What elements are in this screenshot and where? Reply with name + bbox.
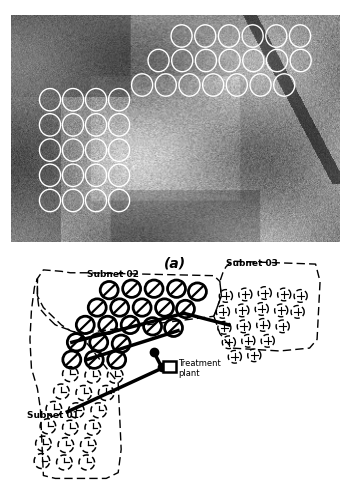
Text: Subnet 02: Subnet 02	[87, 270, 139, 278]
Bar	[163, 362, 176, 372]
Text: (a): (a)	[164, 256, 186, 270]
Text: Treatment
plant: Treatment plant	[178, 358, 221, 378]
Text: Subnet 03: Subnet 03	[226, 260, 278, 268]
Text: Subnet 01: Subnet 01	[27, 412, 79, 420]
